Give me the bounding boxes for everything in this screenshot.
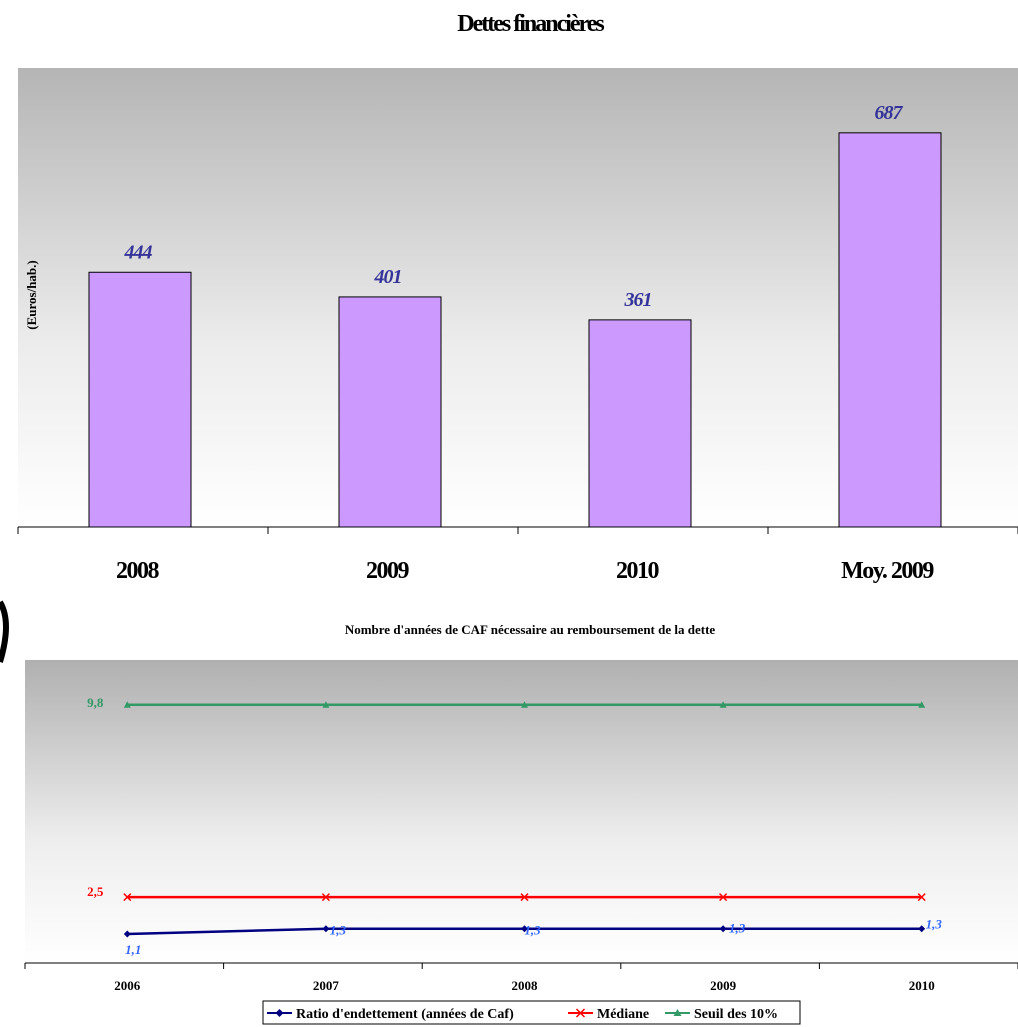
ratio-data-label-1: 1,3: [330, 923, 347, 938]
line-series-group: 1,1 1,3 1,3 1,3 1,3 2,5 9,8: [87, 695, 942, 957]
bar-1: [338, 296, 442, 528]
line-chart-title: Nombre d'années de CAF nécessaire au rem…: [345, 622, 716, 637]
point-1-1: [321, 893, 330, 902]
point-0-2: [521, 925, 528, 933]
median-data-label: 2,5: [87, 884, 104, 899]
line-x-tick-label-0: 2006: [114, 978, 141, 993]
point-2-3: [719, 701, 727, 708]
point-1-4: [917, 893, 926, 902]
bar-2: [588, 319, 692, 528]
legend-label-seuil: Seuil des 10%: [694, 1007, 778, 1022]
bar-chart-y-axis-label: (Euros/hab.): [24, 260, 39, 329]
point-2-4: [918, 701, 926, 708]
legend-box: [262, 1000, 801, 1025]
point-0-3: [719, 925, 727, 933]
diamond-marker-icon: [275, 1009, 284, 1017]
bar-data-label-2: 361: [624, 289, 652, 311]
legend-label-ratio: Ratio d'endettement (années de Caf): [296, 1007, 514, 1022]
line-chart-x-ticks: 2006 2007 2008 2009 2010: [24, 963, 1018, 993]
point-2-2: [521, 701, 528, 708]
bar-chart: Dettes financières (Euros/hab.) 444 401 36…: [17, 11, 1018, 584]
ratio-data-label-2: 1,3: [524, 923, 541, 938]
bar-x-tick-label-2: 2010: [616, 558, 660, 584]
point-2-0: [123, 701, 131, 708]
bar-0: [88, 271, 192, 528]
bar-x-tick-label-3: Moy. 2009: [841, 558, 934, 584]
line-x-tick-label-4: 2010: [909, 978, 935, 993]
bar-x-tick-label-0: 2008: [116, 558, 160, 584]
line-x-tick-label-1: 2007: [313, 978, 340, 993]
line-series-0: [123, 925, 926, 938]
legend-item-ratio: Ratio d'endettement (années de Caf): [267, 1007, 514, 1022]
point-1-0: [123, 893, 132, 902]
threshold-data-label: 9,8: [87, 695, 104, 710]
line-chart: Nombre d'années de CAF nécessaire au rem…: [24, 622, 1018, 1025]
bar-data-label-0: 444: [124, 241, 153, 263]
line-x-tick-label-3: 2009: [710, 978, 737, 993]
line-x-tick-label-2: 2008: [512, 978, 539, 993]
line-chart-plot-area: [25, 660, 1018, 963]
bar-chart-x-ticks: 2008 2009 2010 Moy. 2009: [17, 527, 1018, 584]
triangle-marker-icon: [673, 1009, 682, 1016]
legend-item-mediane: Médiane: [568, 1007, 649, 1022]
x-marker-icon: [575, 1008, 586, 1018]
point-1-3: [719, 893, 728, 902]
bar-chart-title: Dettes financières: [457, 11, 604, 37]
line-series-1: [123, 893, 926, 902]
point-0-1: [322, 925, 330, 933]
clipped-glyph-fragment: [0, 600, 9, 663]
point-0-0: [123, 930, 131, 938]
bar-series: 444 401 361 687: [88, 102, 942, 528]
legend-label-mediane: Médiane: [597, 1007, 649, 1022]
bar-x-tick-label-1: 2009: [366, 558, 410, 584]
legend: Ratio d'endettement (années de Caf) Médi…: [262, 1000, 801, 1025]
bar-data-label-1: 401: [374, 266, 402, 288]
bar-data-label-3: 687: [875, 102, 904, 124]
point-1-2: [520, 893, 529, 902]
ratio-data-label-4: 1,3: [926, 917, 943, 932]
legend-item-seuil: Seuil des 10%: [665, 1007, 778, 1022]
point-2-1: [322, 701, 330, 708]
ratio-data-label-0: 1,1: [125, 942, 141, 957]
line-series-2: [123, 701, 926, 708]
point-0-4: [918, 925, 926, 933]
ratio-data-label-3: 1,3: [729, 921, 746, 936]
bar-3: [838, 132, 942, 528]
